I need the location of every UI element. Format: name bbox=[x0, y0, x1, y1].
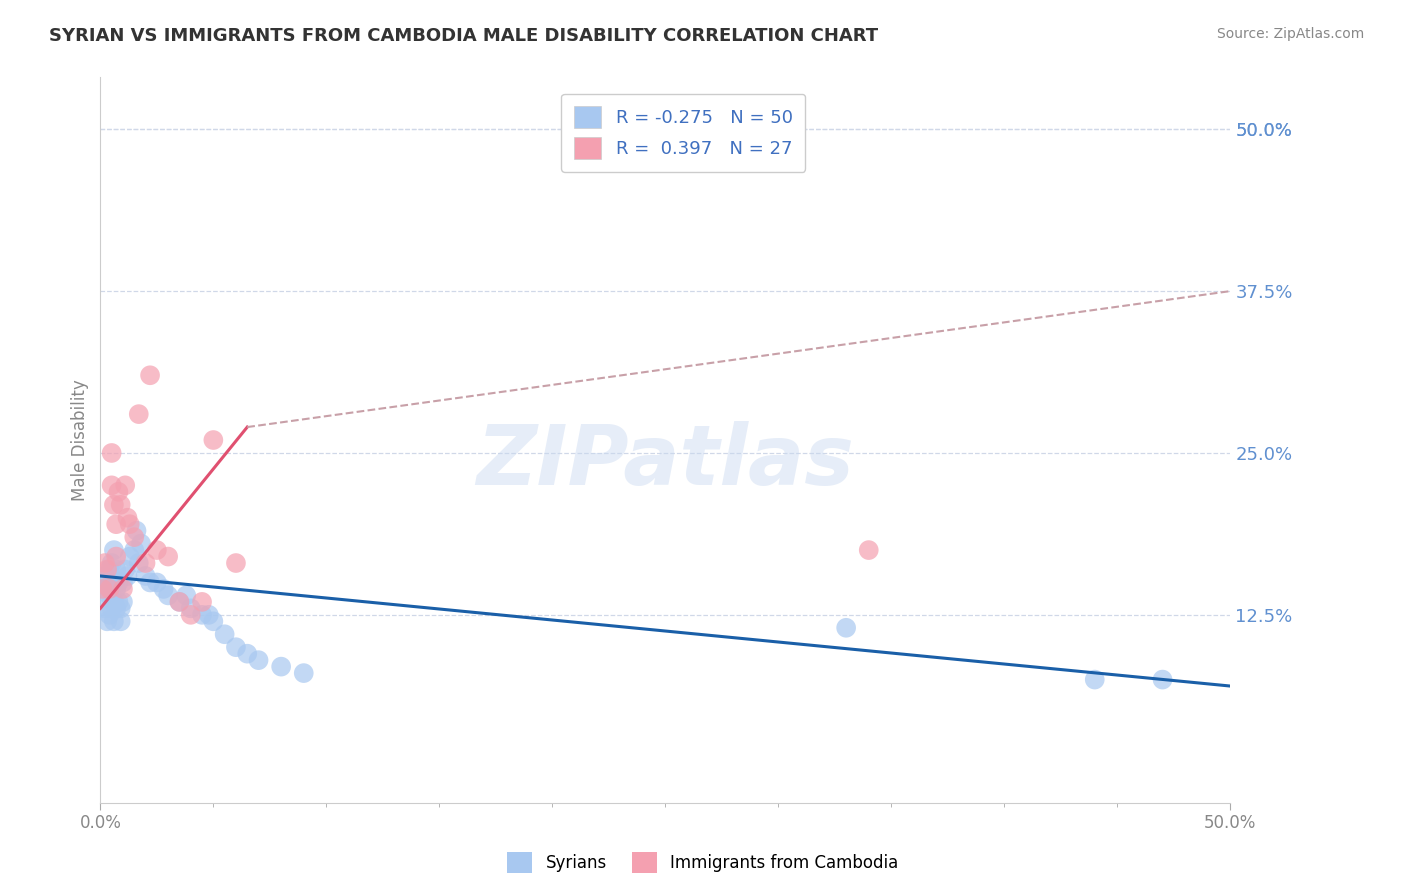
Point bbox=[114, 478, 136, 492]
Point bbox=[107, 575, 129, 590]
Point bbox=[100, 556, 122, 570]
Point bbox=[122, 543, 145, 558]
Point bbox=[107, 595, 129, 609]
Point bbox=[91, 582, 114, 596]
Point bbox=[198, 607, 221, 622]
Point bbox=[180, 601, 202, 615]
Point bbox=[103, 595, 125, 609]
Point bbox=[100, 575, 122, 590]
Legend: Syrians, Immigrants from Cambodia: Syrians, Immigrants from Cambodia bbox=[501, 846, 905, 880]
Point bbox=[98, 562, 121, 576]
Point bbox=[128, 407, 150, 421]
Point bbox=[103, 498, 125, 512]
Point bbox=[94, 556, 117, 570]
Point bbox=[191, 595, 214, 609]
Point bbox=[157, 588, 180, 602]
Point bbox=[270, 659, 292, 673]
Point bbox=[1152, 673, 1174, 687]
Point bbox=[152, 582, 174, 596]
Point bbox=[118, 549, 141, 564]
Point bbox=[98, 607, 121, 622]
Point bbox=[107, 484, 129, 499]
Point bbox=[98, 582, 121, 596]
Point bbox=[225, 640, 247, 655]
Point bbox=[1084, 673, 1107, 687]
Point bbox=[139, 368, 162, 383]
Point bbox=[94, 601, 117, 615]
Point bbox=[118, 517, 141, 532]
Point bbox=[117, 510, 139, 524]
Point bbox=[100, 601, 122, 615]
Point bbox=[135, 569, 157, 583]
Point bbox=[100, 478, 122, 492]
Point bbox=[105, 601, 128, 615]
Point bbox=[174, 588, 197, 602]
Point bbox=[225, 556, 247, 570]
Point bbox=[105, 549, 128, 564]
Point bbox=[105, 517, 128, 532]
Point bbox=[214, 627, 236, 641]
Point bbox=[103, 615, 125, 629]
Point bbox=[110, 601, 132, 615]
Point bbox=[169, 595, 191, 609]
Point bbox=[114, 562, 136, 576]
Point bbox=[180, 607, 202, 622]
Point bbox=[202, 433, 225, 447]
Point bbox=[835, 621, 858, 635]
Point bbox=[122, 530, 145, 544]
Text: ZIPatlas: ZIPatlas bbox=[477, 421, 855, 502]
Point bbox=[98, 588, 121, 602]
Point bbox=[157, 549, 180, 564]
Point bbox=[247, 653, 270, 667]
Point bbox=[111, 575, 134, 590]
Point bbox=[111, 595, 134, 609]
Point bbox=[139, 575, 162, 590]
Point bbox=[146, 575, 169, 590]
Point bbox=[146, 543, 169, 558]
Y-axis label: Male Disability: Male Disability bbox=[72, 379, 89, 501]
Point bbox=[110, 615, 132, 629]
Legend: R = -0.275   N = 50, R =  0.397   N = 27: R = -0.275 N = 50, R = 0.397 N = 27 bbox=[561, 94, 806, 172]
Point bbox=[91, 582, 114, 596]
Point bbox=[117, 569, 139, 583]
Point bbox=[128, 556, 150, 570]
Text: Source: ZipAtlas.com: Source: ZipAtlas.com bbox=[1216, 27, 1364, 41]
Point bbox=[103, 543, 125, 558]
Point bbox=[100, 446, 122, 460]
Point bbox=[105, 582, 128, 596]
Point bbox=[202, 615, 225, 629]
Point bbox=[135, 556, 157, 570]
Point bbox=[96, 562, 118, 576]
Point bbox=[105, 562, 128, 576]
Point bbox=[110, 498, 132, 512]
Point bbox=[125, 524, 148, 538]
Point bbox=[191, 607, 214, 622]
Text: SYRIAN VS IMMIGRANTS FROM CAMBODIA MALE DISABILITY CORRELATION CHART: SYRIAN VS IMMIGRANTS FROM CAMBODIA MALE … bbox=[49, 27, 879, 45]
Point bbox=[292, 666, 315, 681]
Point bbox=[169, 595, 191, 609]
Point bbox=[129, 536, 152, 550]
Point bbox=[96, 575, 118, 590]
Point bbox=[111, 582, 134, 596]
Point bbox=[96, 615, 118, 629]
Point bbox=[94, 569, 117, 583]
Point bbox=[236, 647, 259, 661]
Point bbox=[858, 543, 880, 558]
